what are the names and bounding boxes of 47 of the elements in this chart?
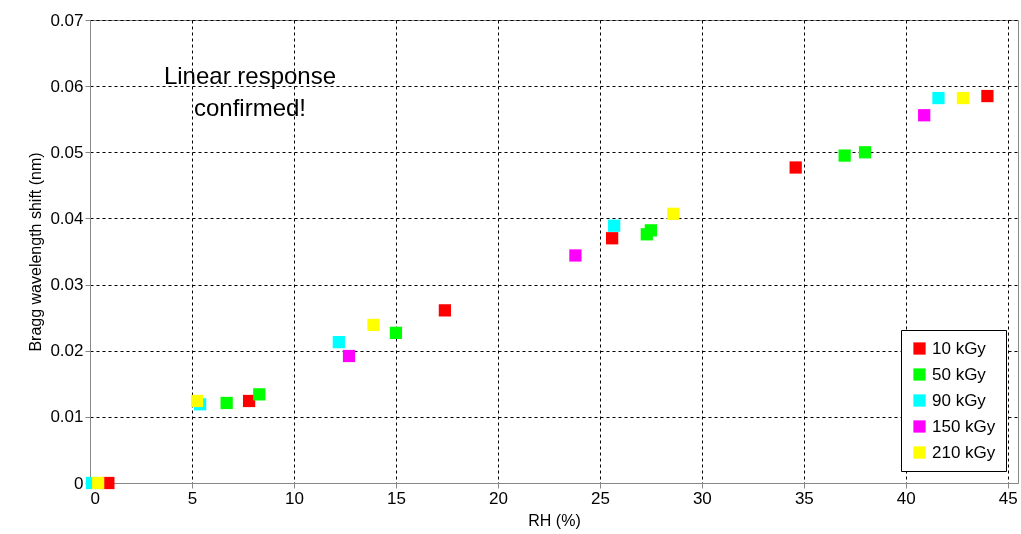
point xyxy=(438,304,452,317)
x-axis-title: RH (%) xyxy=(528,511,581,529)
x-tick-label: 30 xyxy=(692,488,712,508)
x-tick-label: 0 xyxy=(90,488,100,508)
point xyxy=(389,326,403,339)
x-tick-label: 15 xyxy=(386,488,406,508)
point xyxy=(606,232,619,245)
y-axis-title: Bragg wavelength shift (nm) xyxy=(27,152,45,352)
point xyxy=(858,146,872,159)
y-tick-label: 0.05 xyxy=(50,142,84,162)
x-tick-label: 5 xyxy=(187,488,198,508)
y-tick-label: 0.02 xyxy=(50,341,84,361)
point xyxy=(667,207,680,220)
point xyxy=(367,318,380,332)
point xyxy=(608,219,621,232)
point xyxy=(253,388,266,401)
x-tick-label: 35 xyxy=(794,488,814,508)
x-tick-label: 40 xyxy=(896,488,916,508)
x-tick-label: 20 xyxy=(488,488,508,508)
x-tick-label: 45 xyxy=(998,488,1018,508)
y-tick-label: 0.04 xyxy=(50,208,84,228)
point xyxy=(190,394,204,408)
point xyxy=(918,109,931,122)
legend-label: 90 kGy xyxy=(932,390,987,410)
point xyxy=(644,224,657,237)
y-tick-label: 0 xyxy=(74,473,84,493)
y-tick-label: 0.06 xyxy=(50,76,84,96)
x-tick-label: 10 xyxy=(285,488,304,508)
point xyxy=(92,476,105,490)
legend-label: 150 kGy xyxy=(932,416,996,436)
point xyxy=(220,396,233,410)
point xyxy=(981,89,994,103)
y-tick-label: 0.01 xyxy=(50,407,84,427)
y-tick-label: 0.07 xyxy=(50,10,84,30)
point xyxy=(838,149,851,162)
point xyxy=(789,161,802,174)
point xyxy=(932,91,945,105)
point xyxy=(956,91,970,105)
point xyxy=(342,349,356,363)
point xyxy=(569,249,582,262)
point xyxy=(332,335,345,349)
legend-label: 50 kGy xyxy=(932,364,987,384)
x-tick-label: 25 xyxy=(590,488,610,508)
y-tick-label: 0.03 xyxy=(50,275,84,295)
legend-label: 10 kGy xyxy=(932,338,987,358)
annotation: Linear response confirmed! xyxy=(163,62,337,121)
legend-label: 210 kGy xyxy=(932,442,996,462)
